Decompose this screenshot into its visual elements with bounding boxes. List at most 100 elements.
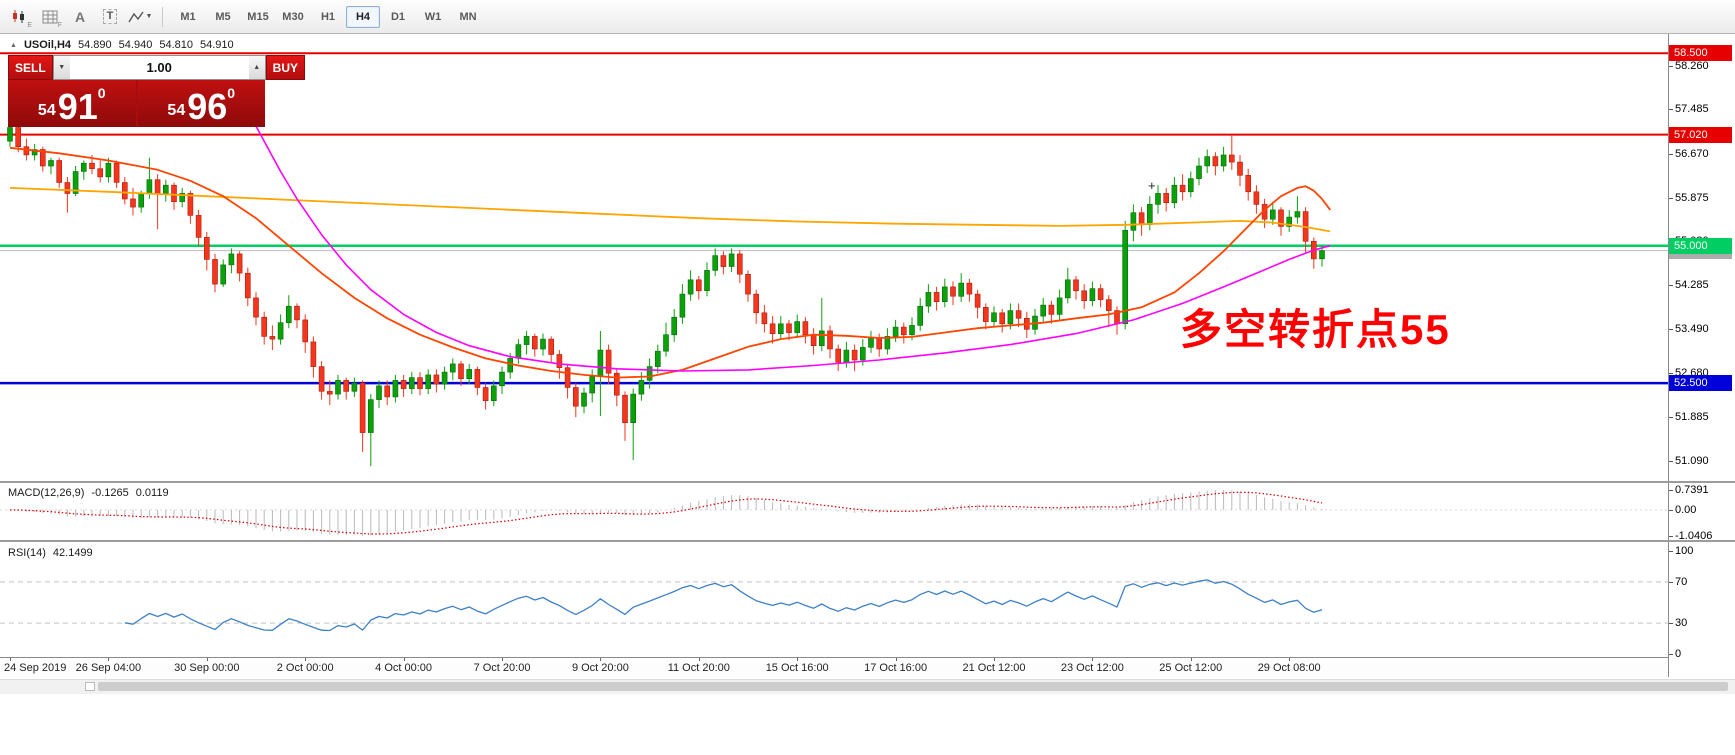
buy-button[interactable]: BUY	[265, 55, 306, 80]
timeframe-m30[interactable]: M30	[282, 10, 304, 23]
sell-price-button[interactable]: 54 91 0	[8, 80, 136, 127]
macd-label: MACD(12,26,9) -0.1265 0.0119	[8, 487, 169, 499]
macd-axis-tick: 0.7391	[1675, 484, 1709, 496]
price-tick-mark	[1669, 373, 1673, 375]
timeframe-h4[interactable]: H4	[346, 5, 380, 28]
timeframe-h1[interactable]: H1	[320, 10, 336, 23]
price-axis-tick: 58.260	[1675, 60, 1709, 73]
bid-price-sup: 0	[97, 85, 106, 101]
price-axis[interactable]: 58.26057.48556.67055.87555.08054.28553.4…	[1668, 34, 1735, 677]
macd-tick-mark	[1669, 490, 1673, 491]
macd-value-signal: 0.0119	[135, 487, 169, 499]
text-box-tool-icon[interactable]: T	[96, 4, 124, 29]
price-axis-tick: 57.485	[1675, 103, 1709, 116]
buy-price-button[interactable]: 54 96 0	[137, 80, 265, 128]
date-axis-tick: 29 Oct 08:00	[1257, 662, 1321, 674]
date-tick-mark	[698, 658, 700, 661]
date-axis-tick: 24 Sep 2019	[4, 662, 67, 674]
rsi-axis-tick: 0	[1675, 648, 1682, 660]
chevron-down-icon: ▼	[145, 13, 153, 20]
font-tool-icon[interactable]: A	[66, 4, 94, 29]
volume-increase-button[interactable]: ▲	[248, 56, 265, 79]
date-axis-tick: 30 Sep 00:00	[174, 662, 240, 674]
macd-tick-mark	[1669, 536, 1673, 537]
date-tick-mark	[797, 658, 799, 661]
rsi-tick-mark	[1669, 623, 1673, 625]
price-level-label: 58.500	[1669, 45, 1732, 62]
date-axis-tick: 23 Oct 12:00	[1060, 662, 1124, 674]
ask-price-big: 96	[187, 86, 228, 128]
date-tick-mark	[1190, 658, 1192, 661]
price-axis-tick: 55.875	[1675, 191, 1709, 204]
timeframe-m1[interactable]: M1	[180, 10, 196, 23]
rsi-axis-tick: 100	[1675, 545, 1694, 557]
chart-plot[interactable]	[0, 0, 1735, 700]
zigzag-glyph	[127, 11, 144, 22]
price-level-label: 52.500	[1669, 375, 1732, 392]
sell-button[interactable]: SELL	[8, 55, 53, 80]
price-tick-mark	[1669, 460, 1673, 462]
date-axis-tick: 17 Oct 16:00	[864, 662, 928, 674]
timeframe-m5[interactable]: M5	[215, 10, 231, 23]
date-tick-mark	[895, 658, 897, 661]
rsi-tick-mark	[1669, 581, 1673, 583]
candlestick-chart-icon[interactable]: E	[6, 4, 34, 29]
macd-axis-tick: -1.0406	[1675, 530, 1713, 542]
price-level-label: 55.000	[1669, 237, 1732, 254]
date-tick-mark	[403, 658, 405, 661]
grid-icon[interactable]: F	[36, 4, 64, 29]
price-tick-mark	[1669, 153, 1673, 155]
panel-separator-macd[interactable]	[0, 481, 1735, 483]
price-axis-tick: 56.670	[1675, 147, 1709, 160]
font-tool-glyph: A	[74, 8, 86, 25]
date-tick-mark	[502, 658, 503, 661]
rsi-axis-tick: 30	[1675, 617, 1688, 630]
scrollbar-left-gap	[85, 682, 95, 691]
timeframe-d1[interactable]: D1	[390, 10, 406, 23]
price-tick-mark	[1669, 284, 1673, 286]
date-tick-mark	[1092, 658, 1094, 661]
ask-price-sup: 0	[227, 85, 236, 101]
rsi-name: RSI(14)	[8, 547, 46, 559]
one-click-trading-panel: SELL ▼ ▲ BUY 54 91 0 54 96 0	[8, 55, 306, 128]
timeframe-mn[interactable]: MN	[459, 10, 477, 23]
bar-high: 54.940	[118, 39, 153, 51]
collapse-arrow-icon[interactable]: ▲	[10, 41, 17, 49]
price-axis-tick: 51.090	[1675, 454, 1709, 467]
bar-open: 54.890	[78, 39, 112, 51]
date-axis-tick: 15 Oct 16:00	[765, 662, 829, 674]
crosshair-marker: +	[1148, 178, 1156, 193]
ask-price-small: 54	[167, 102, 186, 119]
price-level-label: 57.020	[1669, 126, 1732, 143]
grid-glyph	[42, 10, 58, 23]
date-axis-tick: 9 Oct 20:00	[571, 662, 629, 674]
price-tick-mark	[1669, 109, 1673, 111]
toolbar: E F A T ▼ M1 M5 M15 M30 H1 H4 D1 W1 MN	[0, 0, 1735, 34]
price-tick-mark	[1669, 197, 1673, 199]
bid-price-big: 91	[57, 86, 98, 128]
date-tick-mark	[10, 658, 11, 661]
date-tick-mark	[994, 658, 995, 661]
timeframe-m15[interactable]: M15	[247, 10, 269, 23]
rsi-label: RSI(14) 42.1499	[8, 547, 93, 559]
rsi-tick-mark	[1669, 654, 1673, 655]
date-axis-tick: 4 Oct 00:00	[375, 662, 433, 674]
date-axis[interactable]: 24 Sep 2019 26 Sep 04:00 30 Sep 00:00 2 Oct…	[0, 657, 1668, 677]
volume-decrease-button[interactable]: ▼	[53, 56, 70, 79]
date-axis-tick: 7 Oct 20:00	[473, 662, 531, 674]
timeframe-group: M1 M5 M15 M30 H1 H4 D1 W1 MN	[171, 5, 485, 28]
timeframe-w1[interactable]: W1	[424, 10, 442, 23]
date-axis-tick: 2 Oct 00:00	[276, 662, 334, 674]
bar-low: 54.810	[159, 39, 193, 51]
price-axis-tick: 54.285	[1675, 278, 1709, 291]
line-style-tool-icon[interactable]: ▼	[126, 4, 154, 29]
macd-tick-mark	[1669, 509, 1673, 511]
volume-input[interactable]	[69, 56, 249, 79]
scrollbar-thumb[interactable]	[98, 682, 1728, 691]
price-tick-mark	[1669, 416, 1673, 418]
panel-separator-rsi[interactable]	[0, 540, 1735, 542]
text-box-glyph: T	[102, 9, 118, 24]
tool-sub-label: F	[57, 22, 62, 29]
price-tick-mark	[1669, 66, 1673, 68]
